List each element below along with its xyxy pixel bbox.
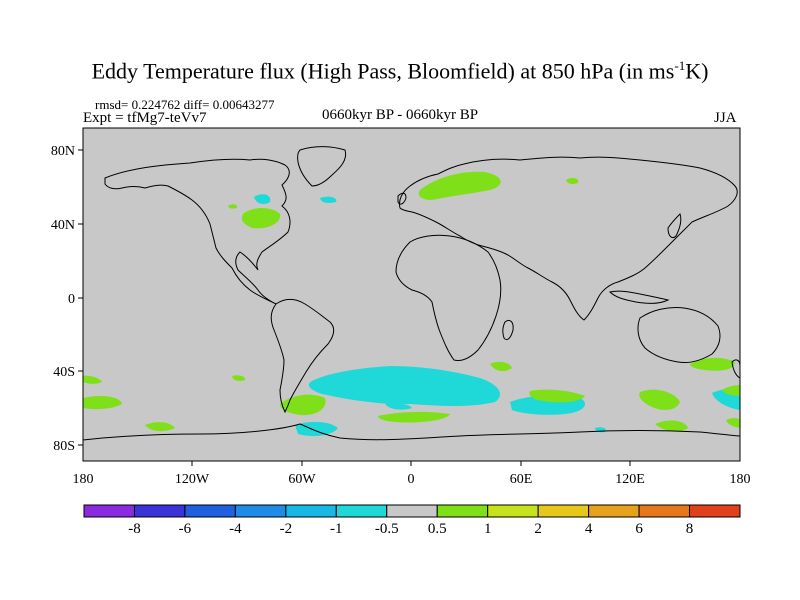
green-patch-drake [280, 394, 326, 416]
colorbar-swatch [537, 504, 590, 518]
y-tick-label: 0 [68, 292, 75, 307]
cyan-patch-atlantic-north [320, 196, 337, 203]
colorbar-label: 2 [534, 521, 542, 537]
cyan-patch-hudson [254, 194, 271, 205]
x-tick-label: 0 [408, 472, 415, 487]
colorbar-swatch [234, 504, 287, 518]
green-patch-south-pacific-w [83, 375, 102, 384]
coast-australia [637, 307, 721, 363]
green-patch-southern-120e [639, 389, 680, 410]
colorbar-label: -0.5 [375, 521, 399, 537]
period-label: 0660kyr BP - 0660kyr BP [322, 107, 479, 123]
coast-south-america [270, 299, 335, 414]
coastlines [82, 146, 741, 441]
colorbar-label: -4 [229, 521, 242, 537]
colorbar-swatch [133, 504, 186, 518]
green-patch-southern-150e [655, 420, 688, 432]
coast-greenland [297, 146, 347, 187]
green-patch-south-pacific-sw [83, 396, 122, 410]
colorbar-swatch [335, 504, 388, 518]
cyan-patch-south-atlantic [308, 366, 500, 406]
cyan-patch-southern-60w [295, 421, 338, 436]
colorbar-swatch [638, 504, 691, 518]
coast-madagascar [502, 319, 514, 341]
y-tick-label: 80N [51, 144, 75, 159]
x-tick-label: 60E [510, 472, 533, 487]
colorbar-swatch [487, 504, 539, 518]
green-patch-south-pacific-s [145, 422, 175, 432]
y-tick-label: 40S [53, 365, 75, 380]
colorbar-label: -6 [179, 521, 192, 537]
y-tick-labels: 80N 40N 0 40S 80S [51, 144, 75, 454]
stats-line: rmsd= 0.224762 diff= 0.00643277 [95, 97, 275, 112]
green-patch-south-pacific-mid [232, 375, 246, 381]
green-patch-east-far [726, 418, 740, 428]
colorbar-swatch [184, 504, 236, 518]
green-patch-tasman [690, 357, 735, 371]
colorbar-label: 4 [585, 521, 593, 537]
coast-africa [395, 234, 502, 361]
colorbar-swatch [588, 504, 640, 518]
green-patch-scandinavia [418, 171, 501, 200]
colorbar-swatch [436, 504, 489, 518]
colorbar-swatch [386, 504, 438, 518]
colorbar-label: -2 [280, 521, 293, 537]
colorbar-label: 6 [635, 521, 643, 537]
cyan-patch-southwest-atlantic [385, 403, 412, 410]
x-tick-label: 180 [730, 472, 751, 487]
green-patch-south-africa [490, 361, 512, 372]
x-tick-label: 60W [288, 472, 316, 487]
colorbar-label: 0.5 [428, 521, 447, 537]
x-tick-label: 120E [615, 472, 645, 487]
tick-marks [78, 149, 631, 466]
colorbar-swatch [285, 504, 337, 518]
x-tick-labels: 180 120W 60W 0 60E 120E 180 [73, 472, 751, 487]
x-tick-label: 120W [175, 472, 210, 487]
anomaly-patches [83, 171, 740, 436]
colorbar-labels: -8 -6 -4 -2 -1 -0.5 0.5 1 2 4 6 8 [128, 521, 693, 537]
colorbar-label: 8 [686, 521, 694, 537]
colorbar-swatch [83, 504, 135, 518]
coast-antarctica [82, 423, 741, 441]
y-tick-label: 80S [53, 439, 75, 454]
green-patch-north-america [241, 208, 281, 229]
coast-japan [667, 213, 682, 239]
green-patch-south-atlantic-s [378, 411, 450, 423]
coast-north-america [104, 158, 291, 305]
coast-uk [397, 192, 407, 205]
colorbar-label: -1 [330, 521, 343, 537]
green-patch-siberia [566, 177, 579, 184]
season-label: JJA [714, 110, 737, 126]
map-background [83, 128, 740, 461]
colorbar-label: 1 [484, 521, 492, 537]
colorbar-swatch [689, 504, 741, 518]
map-title: Eddy Temperature flux (High Pass, Bloomf… [91, 58, 709, 84]
coast-indonesia [608, 290, 670, 304]
x-tick-label: 180 [73, 472, 94, 487]
green-patch-canada [228, 204, 238, 209]
colorbar [83, 504, 741, 518]
experiment-label: Expt = tfMg7-teVv7 [83, 110, 207, 126]
coast-europe-asia [399, 156, 738, 321]
y-tick-label: 40N [51, 218, 75, 233]
colorbar-label: -8 [128, 521, 141, 537]
green-patch-indian-s [529, 389, 585, 403]
green-patch-east-pacific [722, 385, 740, 396]
